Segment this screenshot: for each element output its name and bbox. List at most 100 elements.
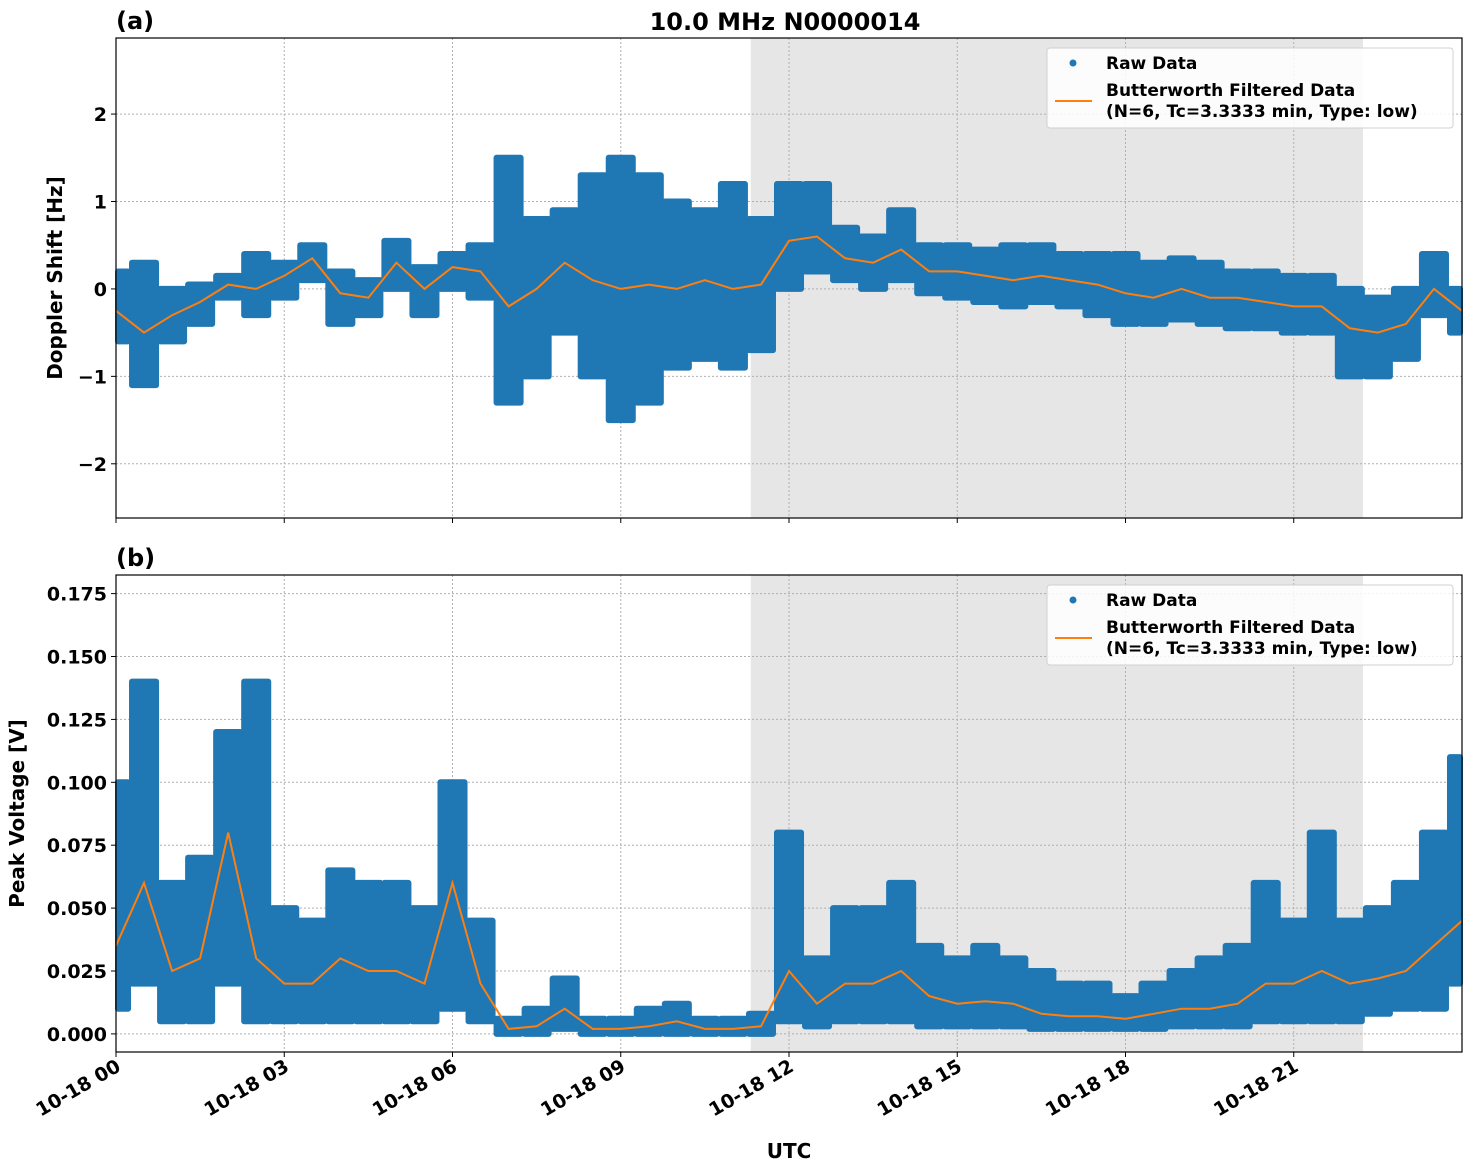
raw-data-point-cluster <box>185 855 215 1025</box>
raw-data-point-cluster <box>1195 260 1225 327</box>
y-axis-label: Peak Voltage [V] <box>5 719 29 908</box>
raw-data-point-cluster <box>914 242 944 296</box>
x-tick-label: 10-18 18 <box>1042 1055 1134 1121</box>
raw-data-point-cluster <box>718 1016 748 1037</box>
raw-data-point-cluster <box>1110 993 1140 1032</box>
raw-data-point-cluster <box>409 905 439 1024</box>
y-tick-label: 0.150 <box>47 647 107 669</box>
raw-data-point-cluster <box>381 880 411 1024</box>
raw-data-point-cluster <box>578 172 608 379</box>
raw-data-point-cluster <box>1363 905 1393 1017</box>
y-tick-label: 0.175 <box>47 584 107 606</box>
x-tick-label: 10-18 00 <box>32 1055 124 1121</box>
raw-data-point-cluster <box>1251 880 1281 1024</box>
raw-data-point-cluster <box>1447 754 1463 986</box>
raw-data-point-cluster <box>115 779 131 1011</box>
x-tick-label: 10-18 21 <box>1210 1055 1302 1121</box>
raw-data-point-cluster <box>1363 295 1393 380</box>
raw-data-point-cluster <box>466 918 496 1025</box>
y-tick-label: 0.050 <box>47 898 107 920</box>
raw-data-point-cluster <box>1110 251 1140 327</box>
raw-data-point-cluster <box>1335 286 1365 379</box>
y-tick-label: 0 <box>94 279 107 301</box>
raw-data-point-cluster <box>774 181 804 292</box>
raw-data-point-cluster <box>1139 260 1169 327</box>
raw-data-point-cluster <box>1139 981 1169 1032</box>
raw-data-point-cluster <box>1307 830 1337 1025</box>
raw-data-point-cluster <box>1195 955 1225 1029</box>
raw-data-point-cluster <box>1167 968 1197 1029</box>
raw-data-point-cluster <box>213 729 243 987</box>
y-axis-label: Doppler Shift [Hz] <box>43 176 67 380</box>
raw-data-point-cluster <box>157 880 187 1024</box>
raw-data-point-cluster <box>830 225 860 283</box>
raw-data-point-cluster <box>437 779 467 1011</box>
raw-data-point-cluster <box>409 264 439 318</box>
x-tick-label: 10-18 03 <box>200 1055 292 1121</box>
y-tick-label: 2 <box>94 104 107 126</box>
raw-data-point-cluster <box>297 918 327 1025</box>
y-tick-label: 1 <box>94 191 107 213</box>
raw-data-point-cluster <box>1279 918 1309 1025</box>
y-tick-label: −1 <box>78 366 107 388</box>
raw-data-point-cluster <box>1391 880 1421 1012</box>
x-axis-label: UTC <box>767 1139 812 1163</box>
raw-data-point-cluster <box>1419 251 1449 318</box>
x-tick-label: 10-18 15 <box>873 1055 965 1121</box>
raw-data-point-cluster <box>269 905 299 1024</box>
raw-data-point-cluster <box>634 172 664 405</box>
raw-data-point-cluster <box>353 880 383 1024</box>
legend-filtered-params: (N=6, Tc=3.3333 min, Type: low) <box>1106 102 1418 122</box>
raw-data-point-cluster <box>858 905 888 1024</box>
raw-data-point-cluster <box>115 268 131 344</box>
y-tick-label: −2 <box>78 454 107 476</box>
raw-data-point-cluster <box>578 1016 608 1037</box>
raw-data-point-cluster <box>522 1006 552 1037</box>
raw-data-point-cluster <box>886 207 916 283</box>
raw-data-point-cluster <box>970 943 1000 1030</box>
raw-data-point-cluster <box>662 1001 692 1037</box>
raw-data-point-cluster <box>325 268 355 326</box>
panel-label: (a) <box>116 7 154 35</box>
raw-data-point-cluster <box>241 679 271 1025</box>
legend-filtered-params: (N=6, Tc=3.3333 min, Type: low) <box>1106 639 1418 659</box>
raw-data-point-cluster <box>522 216 552 379</box>
raw-data-point-cluster <box>185 282 215 327</box>
raw-data-point-cluster <box>437 251 467 292</box>
raw-data-point-cluster <box>690 207 720 362</box>
raw-data-point-cluster <box>774 830 804 1025</box>
x-tick-label: 10-18 06 <box>369 1055 461 1121</box>
legend-raw-label: Raw Data <box>1106 591 1197 611</box>
legend-raw-marker <box>1070 60 1077 67</box>
raw-data-point-cluster <box>802 181 832 274</box>
raw-data-point-cluster <box>942 955 972 1029</box>
raw-data-point-cluster <box>1054 981 1084 1032</box>
raw-data-point-cluster <box>1026 968 1056 1032</box>
raw-data-point-cluster <box>886 880 916 1024</box>
y-tick-label: 0.025 <box>47 961 107 983</box>
figure-title: 10.0 MHz N0000014 <box>650 8 921 36</box>
raw-data-point-cluster <box>325 867 355 1024</box>
raw-data-point-cluster <box>494 155 524 406</box>
raw-data-point-cluster <box>1082 981 1112 1032</box>
raw-data-point-cluster <box>998 242 1028 309</box>
panel-b-voltage: 0.0000.0250.0500.0750.1000.1250.1500.175… <box>5 544 1463 1121</box>
y-tick-label: 0.100 <box>47 772 107 794</box>
raw-data-point-cluster <box>1335 918 1365 1025</box>
raw-data-point-cluster <box>998 955 1028 1029</box>
raw-data-point-cluster <box>381 238 411 292</box>
raw-data-point-cluster <box>1307 273 1337 336</box>
raw-data-point-cluster <box>550 976 580 1032</box>
panel-label: (b) <box>116 544 155 572</box>
raw-data-point-cluster <box>494 1016 524 1037</box>
legend-raw-marker <box>1070 597 1077 604</box>
y-tick-label: 0.125 <box>47 709 107 731</box>
raw-data-point-cluster <box>1419 830 1449 1012</box>
raw-data-point-cluster <box>129 679 159 987</box>
y-tick-label: 0.000 <box>47 1024 107 1046</box>
raw-data-point-cluster <box>634 1006 664 1037</box>
raw-data-point-cluster <box>746 1011 776 1037</box>
